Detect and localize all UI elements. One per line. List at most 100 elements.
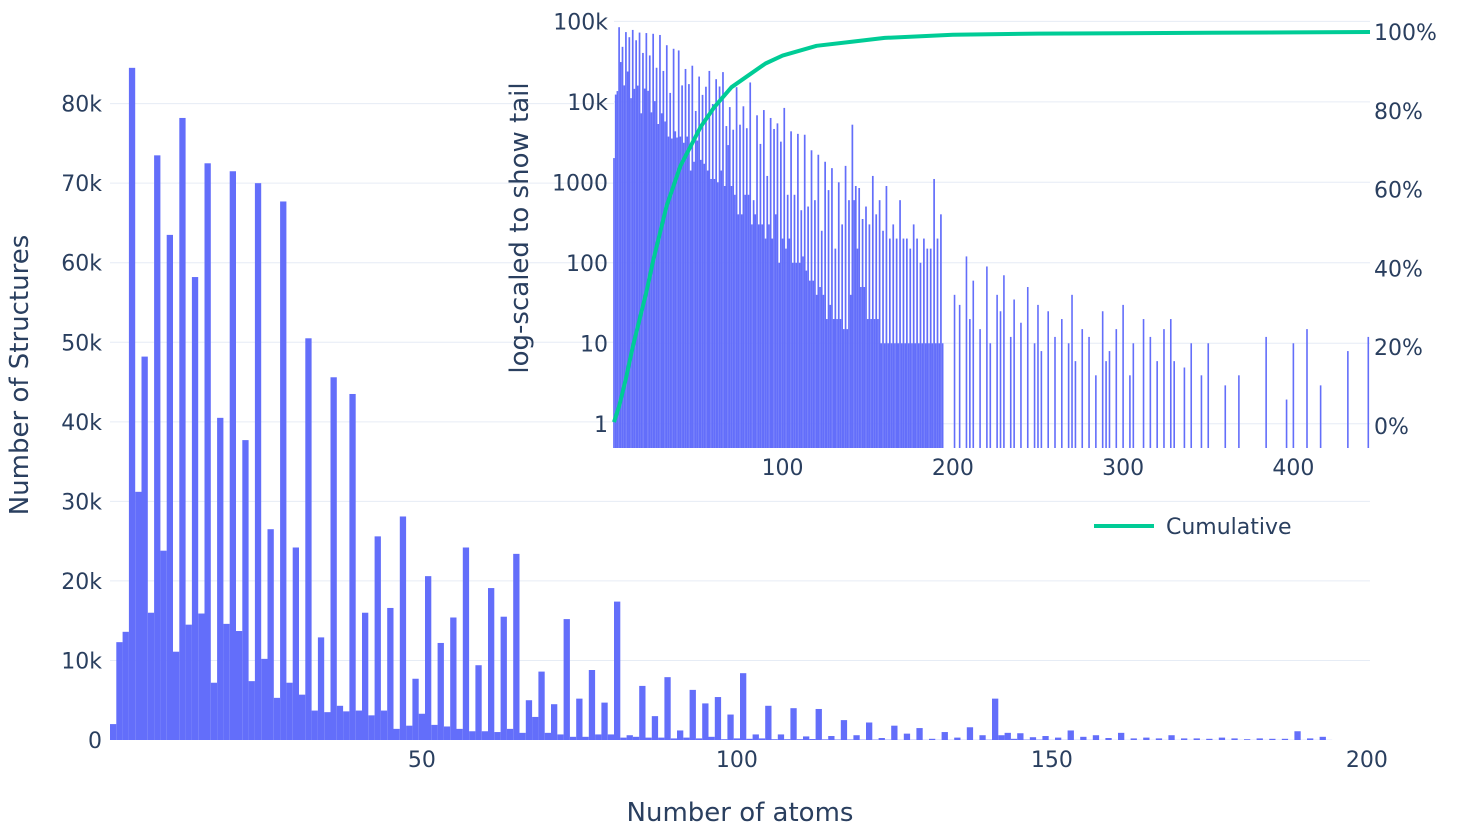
bar	[639, 685, 646, 740]
inset-bar	[1003, 275, 1005, 448]
bar	[525, 700, 533, 740]
bar	[456, 728, 463, 740]
bar	[198, 613, 205, 740]
bar	[790, 708, 797, 740]
inset-y2-tick-label: 0%	[1374, 415, 1409, 440]
inset-bar	[800, 210, 803, 448]
inset-bar	[694, 110, 697, 448]
bar	[538, 671, 545, 740]
bar	[122, 631, 129, 740]
inset-bar	[647, 90, 649, 448]
inset-bar	[812, 280, 815, 448]
inset-bar	[873, 319, 876, 448]
bar	[683, 737, 690, 740]
bar	[147, 612, 155, 740]
inset-x-tick-label: 100	[762, 456, 804, 481]
inset-bar	[693, 161, 695, 449]
inset-bar	[783, 107, 786, 448]
bar	[273, 697, 281, 740]
bar	[1017, 733, 1024, 740]
inset-bar	[1200, 375, 1203, 448]
inset-bar	[875, 214, 878, 448]
inset-bar	[999, 311, 1002, 448]
bar	[1143, 737, 1150, 740]
y-tick-label: 60k	[61, 252, 102, 277]
bar	[418, 713, 425, 740]
bar	[399, 516, 407, 740]
inset-bar	[625, 32, 627, 449]
bar	[796, 739, 803, 740]
inset-bar	[798, 262, 801, 448]
inset-bar	[730, 185, 733, 449]
bar	[1269, 738, 1276, 740]
bar	[387, 607, 394, 740]
inset-bar	[727, 145, 729, 449]
inset-bar	[669, 92, 672, 449]
bar	[1155, 738, 1163, 740]
inset-bar	[909, 248, 912, 448]
bar	[242, 440, 249, 740]
inset-bar	[831, 168, 833, 448]
inset-bar	[1081, 329, 1084, 448]
inset-bar	[916, 238, 918, 448]
inset-bar	[756, 115, 758, 449]
inset-bar	[705, 86, 707, 448]
bar	[979, 735, 986, 740]
inset-bar	[1224, 385, 1227, 448]
inset-bar	[706, 170, 709, 449]
inset-bar	[745, 128, 748, 449]
bar	[519, 732, 526, 740]
inset-bar	[699, 159, 702, 449]
inset-bar	[618, 27, 620, 449]
inset-bar	[628, 37, 631, 448]
inset-bar	[1292, 343, 1295, 448]
inset-bar	[1061, 319, 1063, 448]
inset-bar	[917, 343, 920, 448]
inset-bar	[761, 224, 763, 448]
inset-bar	[722, 72, 724, 448]
inset-bar	[735, 87, 738, 449]
inset-bar	[897, 343, 900, 448]
inset-bar	[660, 113, 663, 449]
inset-bar	[762, 110, 765, 449]
inset-bar	[703, 163, 706, 449]
inset-bar	[771, 238, 774, 448]
inset-chart: 1 10 100 1000 10k 100k 0% 20% 40% 60% 80% 100% 100…	[505, 10, 1437, 540]
bar	[746, 738, 753, 740]
bar	[229, 171, 236, 740]
main-bars	[110, 67, 1333, 741]
inset-bar	[996, 294, 998, 448]
inset-bar	[672, 48, 675, 448]
bar	[727, 714, 734, 740]
inset-bar	[907, 343, 910, 448]
bar	[903, 733, 911, 740]
inset-bar	[834, 248, 837, 448]
inset-bar	[853, 200, 855, 448]
bar	[733, 738, 740, 740]
bar	[280, 201, 287, 740]
bar	[614, 601, 621, 740]
inset-bar	[899, 200, 901, 448]
inset-y-axis-title: log-scaled to show tail	[505, 82, 535, 373]
inset-bar	[1071, 294, 1073, 448]
bar	[324, 712, 331, 740]
inset-bar	[1020, 322, 1022, 448]
inset-y2-tick-label: 60%	[1374, 179, 1423, 204]
inset-bar	[635, 40, 637, 449]
bar	[267, 529, 274, 740]
inset-bar	[689, 170, 692, 449]
inset-y-tick-label: 1000	[552, 171, 608, 196]
bar	[803, 736, 810, 740]
inset-bar	[1163, 329, 1165, 448]
bar	[166, 234, 173, 741]
bar	[1206, 738, 1213, 740]
inset-bar	[839, 319, 842, 448]
inset-bar	[824, 161, 826, 449]
inset-bar	[652, 33, 655, 449]
inset-bar	[630, 98, 632, 449]
inset-bar	[890, 343, 893, 448]
inset-bar	[701, 94, 704, 448]
inset-bar	[1129, 375, 1131, 448]
inset-bar	[989, 343, 992, 448]
inset-y-tick-label: 100	[566, 252, 608, 277]
